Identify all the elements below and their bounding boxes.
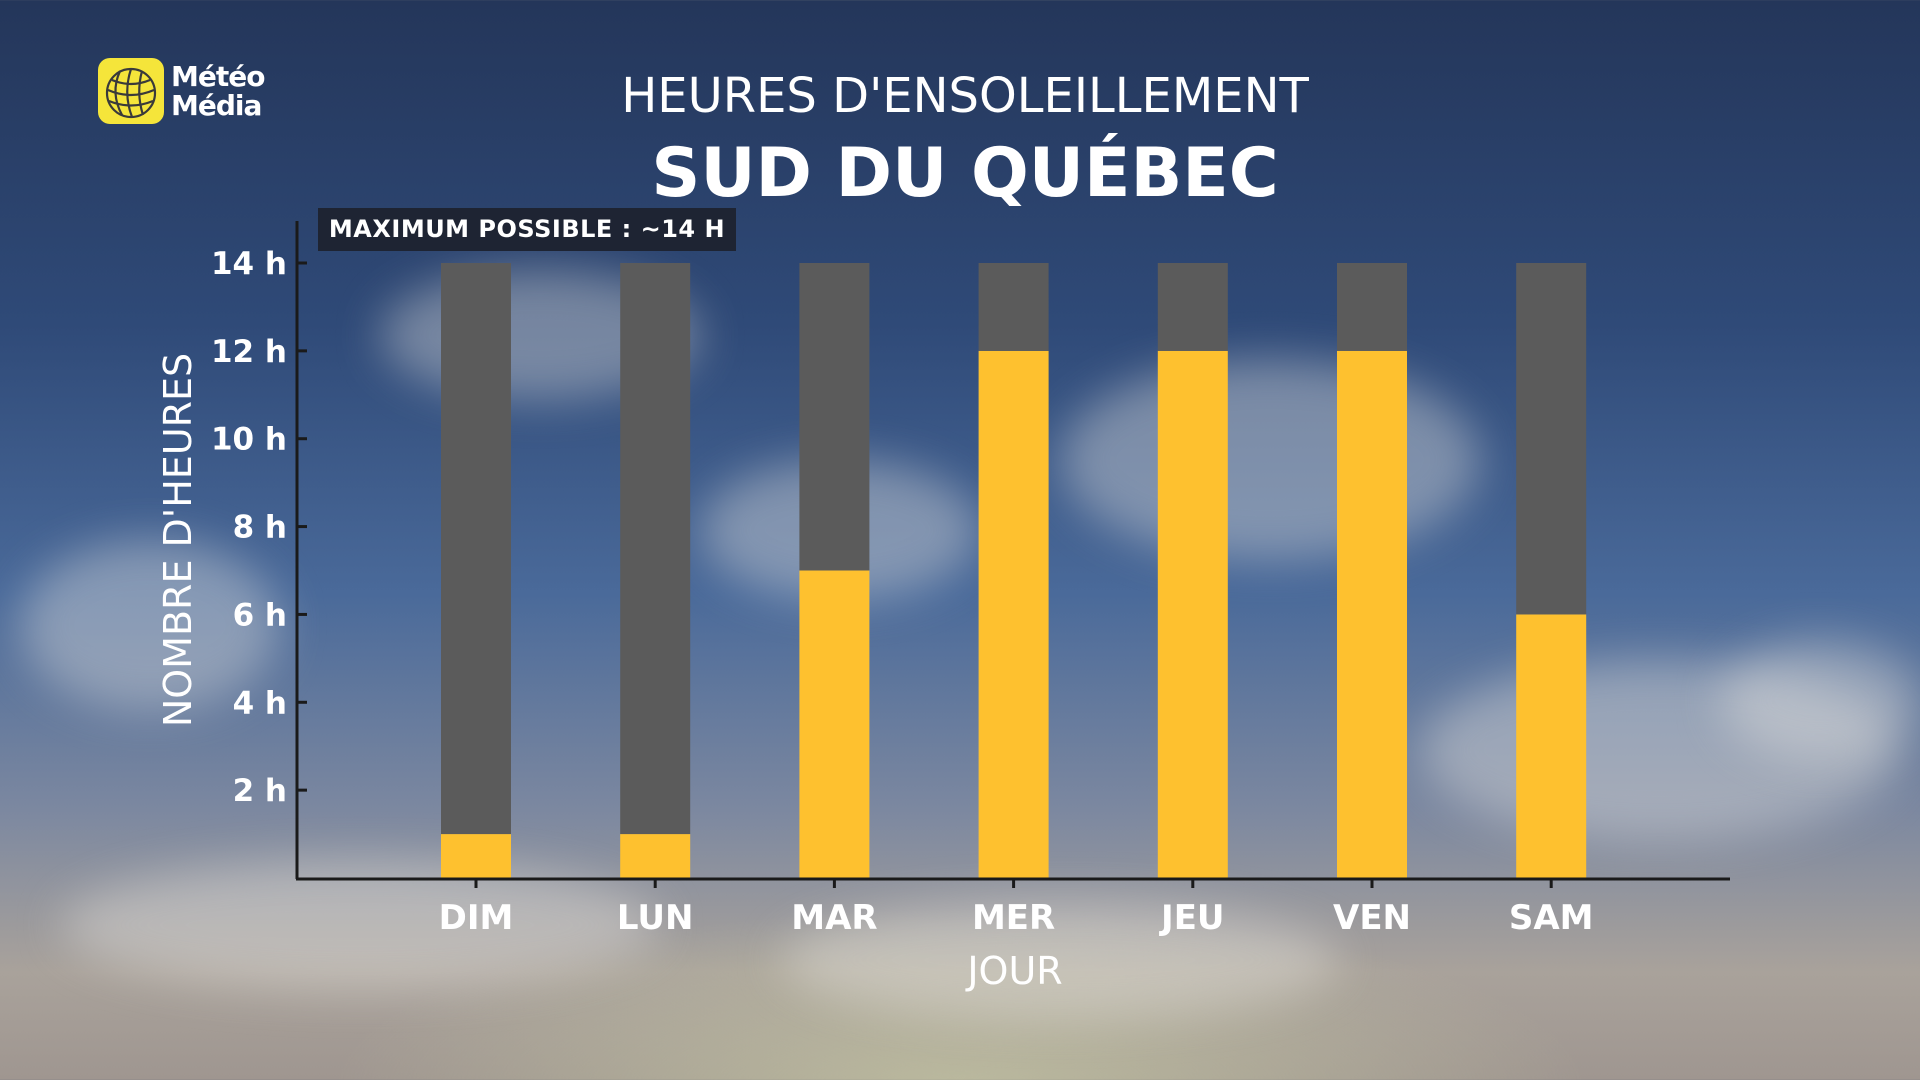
bar-sunshine-jeu bbox=[1157, 350, 1228, 878]
bar-sunshine-mer bbox=[978, 350, 1049, 878]
logo-line-2: Média bbox=[171, 89, 262, 122]
bar-remaining-mer bbox=[978, 263, 1049, 351]
x-tick-label: JEU bbox=[1159, 898, 1224, 938]
bar-remaining-dim bbox=[441, 263, 511, 835]
globe-logo-icon bbox=[98, 58, 164, 124]
y-tick-label: 6 h bbox=[233, 597, 287, 633]
cloud-decoration bbox=[1420, 660, 1900, 840]
bar-remaining-ven bbox=[1337, 263, 1407, 351]
chart-subtitle: SUD DU QUÉBEC bbox=[651, 134, 1279, 213]
y-tick-label: 12 h bbox=[211, 334, 287, 370]
y-tick-label: 2 h bbox=[233, 773, 287, 809]
meteomedia-logo: Météo Média bbox=[98, 58, 265, 124]
y-tick-label: 14 h bbox=[211, 246, 287, 282]
bar-remaining-mar bbox=[799, 263, 870, 571]
x-tick-label: LUN bbox=[617, 898, 694, 938]
y-tick-label: 4 h bbox=[233, 685, 287, 721]
cloud-decoration bbox=[780, 900, 1340, 1020]
bar-remaining-jeu bbox=[1157, 263, 1228, 351]
cloud-decoration bbox=[20, 540, 280, 710]
x-tick-label: MER bbox=[972, 898, 1055, 938]
bar-sunshine-dim bbox=[441, 834, 511, 878]
cloud-decoration bbox=[60, 860, 660, 990]
bar-sunshine-mar bbox=[799, 570, 870, 878]
bar-group bbox=[441, 263, 1587, 878]
bar-sunshine-lun bbox=[620, 834, 691, 878]
x-axis-title: JOUR bbox=[965, 949, 1062, 993]
bar-sunshine-sam bbox=[1516, 614, 1587, 878]
bar-remaining-sam bbox=[1516, 263, 1587, 615]
y-axis-title: NOMBRE D'HEURES bbox=[156, 353, 200, 727]
x-tick-label: VEN bbox=[1333, 898, 1411, 938]
cloud-decoration bbox=[1720, 640, 1920, 760]
logo-line-1: Météo bbox=[171, 60, 265, 93]
x-tick-label: SAM bbox=[1509, 898, 1594, 938]
x-tick-label: MAR bbox=[791, 898, 877, 938]
x-tick-group: DIM LUN MAR MER JEU VEN SAM bbox=[439, 878, 1594, 938]
chart-title: HEURES D'ENSOLEILLEMENT bbox=[621, 68, 1309, 124]
bar-remaining-lun bbox=[620, 263, 691, 835]
bar-sunshine-ven bbox=[1337, 350, 1407, 878]
y-tick-label: 8 h bbox=[233, 510, 287, 546]
y-tick-label: 10 h bbox=[211, 422, 287, 458]
logo-wordmark: Météo Média bbox=[171, 60, 265, 122]
max-possible-annotation: MAXIMUM POSSIBLE : ~14 H bbox=[318, 208, 736, 251]
y-tick-group: 2 h 4 h 6 h 8 h 10 h 12 h 14 h bbox=[211, 246, 307, 809]
cloud-decoration bbox=[1060, 360, 1480, 560]
x-tick-label: DIM bbox=[439, 898, 514, 938]
